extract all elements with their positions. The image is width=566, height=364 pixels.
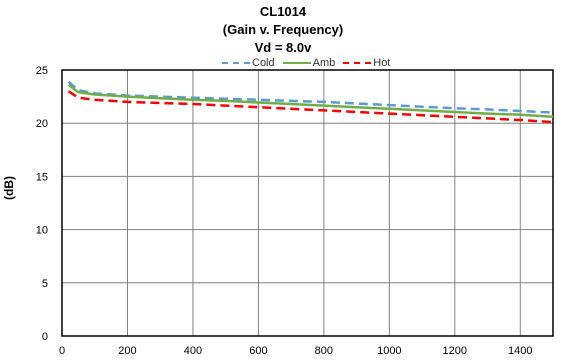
y-tick-label: 0 bbox=[42, 331, 48, 343]
legend-swatch-cold bbox=[222, 62, 250, 64]
x-tick-label: 1200 bbox=[443, 345, 467, 357]
series-line-cold bbox=[67, 80, 554, 114]
chart-subtitle: (Gain v. Frequency) bbox=[222, 22, 344, 37]
series-line-amb bbox=[67, 83, 554, 119]
legend-item-hot: Hot bbox=[343, 57, 390, 69]
y-tick-label: 5 bbox=[42, 278, 48, 290]
legend-label-amb: Amb bbox=[312, 57, 336, 69]
y-tick-label: 20 bbox=[36, 118, 48, 130]
chart-condition: Vd = 8.0v bbox=[254, 40, 312, 55]
legend-label-cold: Cold bbox=[252, 57, 275, 69]
legend-item-amb: Amb bbox=[282, 57, 336, 69]
x-tick-label: 800 bbox=[315, 345, 333, 357]
x-tick-label: 1000 bbox=[377, 345, 401, 357]
plot-frame bbox=[61, 69, 554, 337]
x-tick-label: 1400 bbox=[508, 345, 532, 357]
y-tick-label: 25 bbox=[36, 65, 48, 77]
series-line-hot bbox=[67, 90, 554, 124]
y-tick-label: 15 bbox=[36, 171, 48, 183]
legend-label-hot: Hot bbox=[373, 57, 391, 69]
y-tick-label: 10 bbox=[36, 225, 48, 237]
legend-swatch-hot bbox=[343, 62, 372, 64]
x-tick-label: 200 bbox=[118, 345, 136, 357]
legend-swatch-amb bbox=[282, 62, 311, 64]
x-tick-label: 0 bbox=[59, 345, 65, 357]
chart-legend: Cold Amb Hot bbox=[222, 56, 398, 70]
x-tick-label: 400 bbox=[184, 345, 202, 357]
chart-title: CL1014 bbox=[259, 4, 307, 19]
x-tick-label: 600 bbox=[249, 345, 267, 357]
legend-item-cold: Cold bbox=[222, 57, 275, 69]
